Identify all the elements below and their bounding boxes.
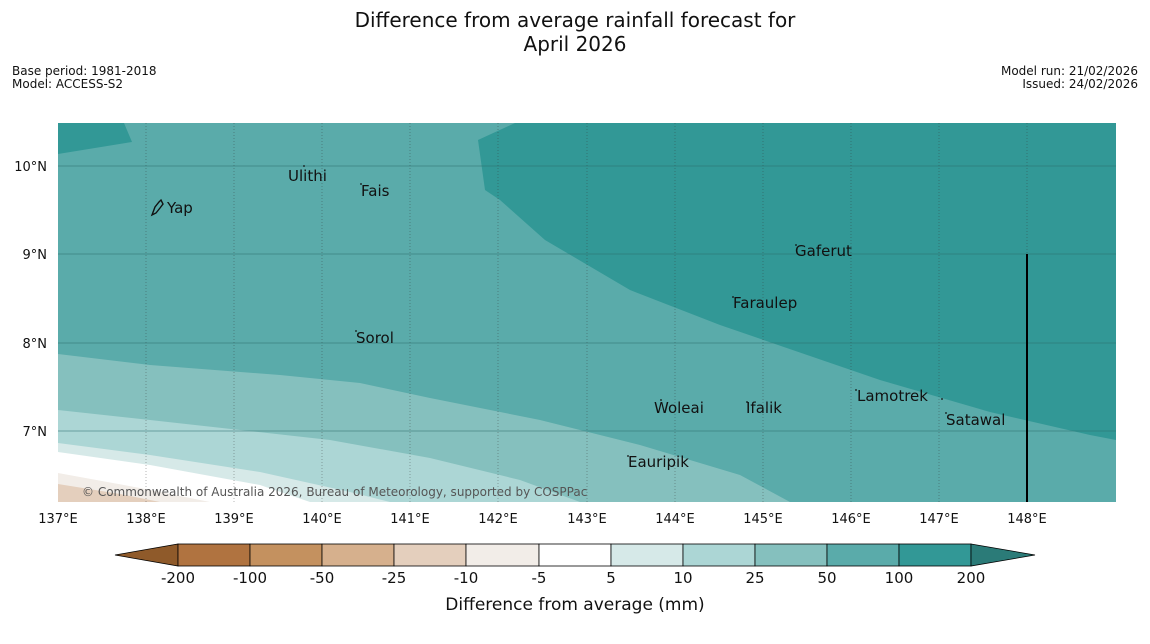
marker-satawal [945,412,947,414]
marker-ifalik [746,401,748,403]
lon-tick-140: 140°E [302,512,342,527]
place-fais: Fais [361,182,390,200]
model-name: Model: ACCESS-S2 [12,77,124,91]
cb-label-3: -25 [382,569,407,587]
lon-axis: 137°E 138°E 139°E 140°E 141°E 142°E 143°… [38,512,1047,527]
meta-right: Model run: 21/02/2026 Issued: 24/02/2026 [1001,65,1138,91]
cb-label-8: 25 [745,569,764,587]
marker-ulithi [303,165,305,167]
place-sorol: Sorol [356,329,394,347]
colorbar-segment-6 [610,543,684,567]
marker-woleai [660,399,662,401]
base-period: Base period: 1981-2018 [12,64,157,78]
marker-faraulep [732,296,734,298]
lon-tick-144: 144°E [655,512,695,527]
cb-label-2: -50 [310,569,335,587]
place-yap: Yap [166,199,193,217]
colorbar-segment-7 [682,543,756,567]
cb-label-6: 5 [606,569,616,587]
cb-label-1: -100 [233,569,267,587]
marker-gaferut [795,244,797,246]
place-gaferut: Gaferut [795,242,852,260]
cb-label-0: -200 [161,569,195,587]
colorbar-low-extend [114,543,179,567]
place-lamotrek: Lamotrek [857,387,928,405]
colorbar-segment-9 [826,543,900,567]
colorbar-segment-2 [321,543,395,567]
place-eauripik: Eauripik [628,453,689,471]
lon-tick-148: 148°E [1007,512,1047,527]
lat-tick-9n: 9°N [23,248,48,263]
colorbar-segment-4 [465,543,540,567]
lon-tick-146: 146°E [831,512,871,527]
lon-tick-143: 143°E [567,512,607,527]
lat-tick-10n: 10°N [14,160,47,175]
colorbar-segment-5 [538,543,612,567]
marker-lamotrek-east [941,398,943,400]
marker-fais [360,183,362,185]
title-line-2: April 2026 [523,32,627,56]
lon-tick-142: 142°E [478,512,518,527]
colorbar-title: Difference from average (mm) [445,595,704,615]
grid-lines [145,123,1028,502]
yap-island-shape [150,198,164,217]
cb-label-10: 100 [885,569,914,587]
issued-date: Issued: 24/02/2026 [1022,77,1138,91]
meta-left: Base period: 1981-2018 Model: ACCESS-S2 [12,65,157,91]
colorbar-segment-0 [177,543,251,567]
copyright-notice: © Commonwealth of Australia 2026, Bureau… [82,485,587,499]
zone-100-200-west [58,123,132,154]
model-run: Model run: 21/02/2026 [1000,64,1138,78]
lon-tick-141: 141°E [390,512,430,527]
lat-grid-lines [58,165,1116,432]
lon-tick-137: 137°E [38,512,78,527]
marker-eauripik [627,455,629,457]
colorbar-segment-8 [754,543,828,567]
cb-label-5: -5 [532,569,547,587]
marker-sorol [355,330,357,332]
zone-100-200-east [478,123,1116,440]
place-ulithi: Ulithi [288,167,327,185]
colorbar-segment-3 [393,543,467,567]
lon-tick-138: 138°E [126,512,166,527]
colorbar-high-extend [970,543,1036,567]
cb-label-4: -10 [454,569,479,587]
cb-label-7: 10 [673,569,692,587]
lat-tick-8n: 8°N [23,337,48,352]
place-faraulep: Faraulep [733,294,797,312]
lat-tick-7n: 7°N [23,425,48,440]
colorbar-segment-10 [898,543,972,567]
lon-tick-145: 145°E [743,512,783,527]
cb-label-11: 200 [957,569,986,587]
lon-tick-147: 147°E [919,512,959,527]
marker-lamotrek [855,389,857,391]
title-line-1: Difference from average rainfall forecas… [354,8,796,32]
map-title: Difference from average rainfall forecas… [0,8,1150,56]
rainfall-map: Ulithi Fais Yap Gaferut Faraulep Sorol L… [58,123,1116,502]
island-markers [303,165,947,457]
lon-tick-139: 139°E [214,512,254,527]
colorbar: -200 -100 -50 -25 -10 -5 5 10 25 50 100 … [114,543,1036,615]
lat-axis: 10°N 9°N 8°N 7°N [14,160,47,440]
place-satawal: Satawal [946,411,1005,429]
place-ifalik: Ifalik [746,399,782,417]
cb-label-9: 50 [817,569,836,587]
zone-minus-10 [58,484,160,502]
place-woleai: Woleai [654,399,704,417]
colorbar-segment-1 [249,543,323,567]
